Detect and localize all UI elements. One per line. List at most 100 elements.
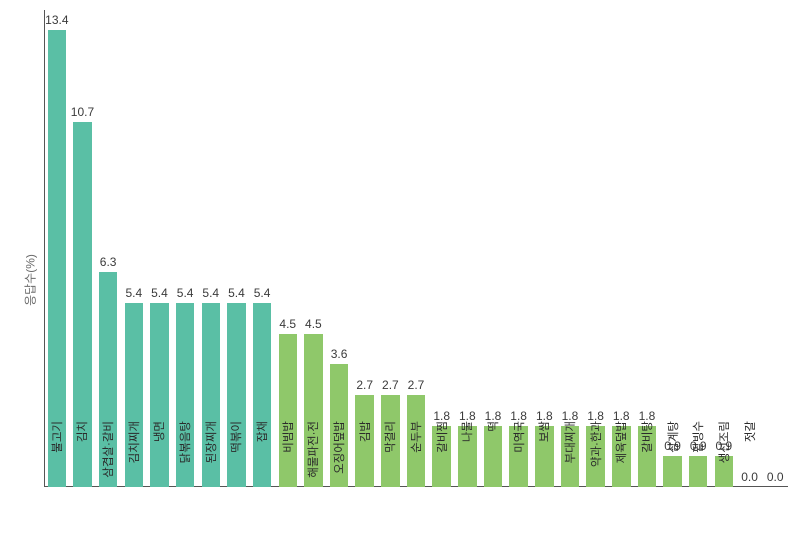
x-label-slot: 부대찌개 <box>557 487 583 559</box>
bar-slot: 5.4 <box>224 10 250 487</box>
y-axis-label: 응답수(%) <box>21 254 38 306</box>
bar-slot: 5.4 <box>147 10 173 487</box>
x-category-label: 김치 <box>74 421 90 491</box>
x-label-slot: 된장찌개 <box>198 487 224 559</box>
x-label-slot: 오징어덮밥 <box>326 487 352 559</box>
bar-slot: 1.8 <box>480 10 506 487</box>
x-label-slot: 젓갈 <box>737 487 763 559</box>
x-category-label: 순두부 <box>408 421 424 491</box>
x-label-slot: 잡채 <box>249 487 275 559</box>
x-label-slot: 삼계탕 <box>660 487 686 559</box>
bar-slot: 13.4 <box>44 10 70 487</box>
x-category-label: 잡채 <box>254 421 270 491</box>
bar-slot: 4.5 <box>275 10 301 487</box>
x-label-slot: 막걸리 <box>378 487 404 559</box>
bar-value-label: 4.5 <box>279 317 296 331</box>
x-label-slot: 닭볶음탕 <box>172 487 198 559</box>
bar-slot: 3.6 <box>326 10 352 487</box>
x-label-slot: 갈비탕 <box>634 487 660 559</box>
x-category-label: 떡볶이 <box>228 421 244 491</box>
x-label-slot: 떡 <box>480 487 506 559</box>
bar-slot: 0.9 <box>685 10 711 487</box>
x-category-label: 삼계탕 <box>665 421 681 491</box>
bar-slot: 1.8 <box>634 10 660 487</box>
x-label-slot: 불고기 <box>44 487 70 559</box>
bar-value-label: 2.7 <box>356 378 373 392</box>
x-label-slot: 김밥 <box>352 487 378 559</box>
x-category-label: 해물파전·전 <box>305 421 321 491</box>
bar-slot: 2.7 <box>378 10 404 487</box>
x-category-label: 삼겹살·갈비 <box>100 421 116 491</box>
x-label-slot: 보쌈 <box>531 487 557 559</box>
x-label-slot: 제육덮밥 <box>608 487 634 559</box>
bar-value-label: 5.4 <box>228 286 245 300</box>
bar-slot: 5.4 <box>121 10 147 487</box>
x-category-label: 보쌈 <box>536 421 552 491</box>
bar-slot: 0.9 <box>711 10 737 487</box>
bar-slot: 5.4 <box>198 10 224 487</box>
bar-slot: 1.8 <box>557 10 583 487</box>
x-category-label: 젓갈 <box>742 421 758 491</box>
bars-container: 13.4 10.7 6.3 5.4 5.4 5.4 5.4 5.4 5.4 4.5 4.5 3.6 2.… <box>44 10 788 487</box>
bar-slot: 0.0 <box>737 10 763 487</box>
x-category-label: 팥빙수 <box>690 421 706 491</box>
bar-chart: 응답수(%) 13.4 10.7 6.3 5.4 5.4 5.4 5.4 5.4 5.4 4.5 4… <box>0 0 800 559</box>
x-label-slot: 삼겹살·갈비 <box>95 487 121 559</box>
bar-slot: 1.8 <box>455 10 481 487</box>
bar-value-label: 5.4 <box>202 286 219 300</box>
x-category-label: 김치찌개 <box>126 421 142 491</box>
x-label-slot: 순두부 <box>403 487 429 559</box>
x-label-slot: 갈비찜 <box>429 487 455 559</box>
bar-slot: 0.9 <box>660 10 686 487</box>
bar-value-label: 2.7 <box>408 378 425 392</box>
bar-slot: 0.0 <box>762 10 788 487</box>
bar-slot: 2.7 <box>403 10 429 487</box>
bar-slot: 1.8 <box>531 10 557 487</box>
x-category-label: 냉면 <box>151 421 167 491</box>
bar-value-label: 0.0 <box>767 470 784 484</box>
x-category-label: 막걸리 <box>382 421 398 491</box>
x-label-slot: 팥빙수 <box>685 487 711 559</box>
x-category-label: 불고기 <box>49 421 65 491</box>
x-label-slot <box>762 487 788 559</box>
bar-value-label: 4.5 <box>305 317 322 331</box>
x-label-slot: 해물파전·전 <box>301 487 327 559</box>
bar-value-label: 5.4 <box>254 286 271 300</box>
x-category-label: 비빔밥 <box>280 421 296 491</box>
x-category-label: 미역국 <box>511 421 527 491</box>
x-category-label: 갈비찜 <box>434 421 450 491</box>
x-category-label: 오징어덮밥 <box>331 421 347 491</box>
bar-value-label: 5.4 <box>125 286 142 300</box>
x-label-slot: 김치찌개 <box>121 487 147 559</box>
x-category-label: 된장찌개 <box>203 421 219 491</box>
x-category-label: 떡 <box>485 421 501 491</box>
x-category-label: 부대찌개 <box>562 421 578 491</box>
bar-slot: 2.7 <box>352 10 378 487</box>
bar-slot: 6.3 <box>95 10 121 487</box>
bar-value-label: 6.3 <box>100 255 117 269</box>
x-category-label: 제육덮밥 <box>613 421 629 491</box>
bar-value-label: 5.4 <box>177 286 194 300</box>
x-category-label: 김밥 <box>357 421 373 491</box>
bar-slot: 10.7 <box>70 10 96 487</box>
bar-value-label: 10.7 <box>71 105 94 119</box>
bar-value-label: 5.4 <box>151 286 168 300</box>
x-label-slot: 나물 <box>455 487 481 559</box>
bar-rect <box>48 30 66 487</box>
x-category-label: 갈비탕 <box>639 421 655 491</box>
x-label-slot: 약과·한과 <box>583 487 609 559</box>
bar-value-label: 13.4 <box>45 13 68 27</box>
bar-slot: 5.4 <box>249 10 275 487</box>
x-labels-container: 불고기김치삼겹살·갈비김치찌개냉면닭볶음탕된장찌개떡볶이잡채비빔밥해물파전·전오… <box>44 487 788 559</box>
bar-slot: 5.4 <box>172 10 198 487</box>
x-label-slot: 냉면 <box>147 487 173 559</box>
bar-slot: 4.5 <box>301 10 327 487</box>
x-category-label: 나물 <box>459 421 475 491</box>
x-category-label: 닭볶음탕 <box>177 421 193 491</box>
plot-area: 13.4 10.7 6.3 5.4 5.4 5.4 5.4 5.4 5.4 4.5 4.5 3.6 2.… <box>44 10 788 487</box>
x-label-slot: 미역국 <box>506 487 532 559</box>
x-category-label: 생선조림 <box>716 421 732 491</box>
bar-value-label: 2.7 <box>382 378 399 392</box>
x-category-label: 약과·한과 <box>588 421 604 491</box>
bar-slot: 1.8 <box>608 10 634 487</box>
